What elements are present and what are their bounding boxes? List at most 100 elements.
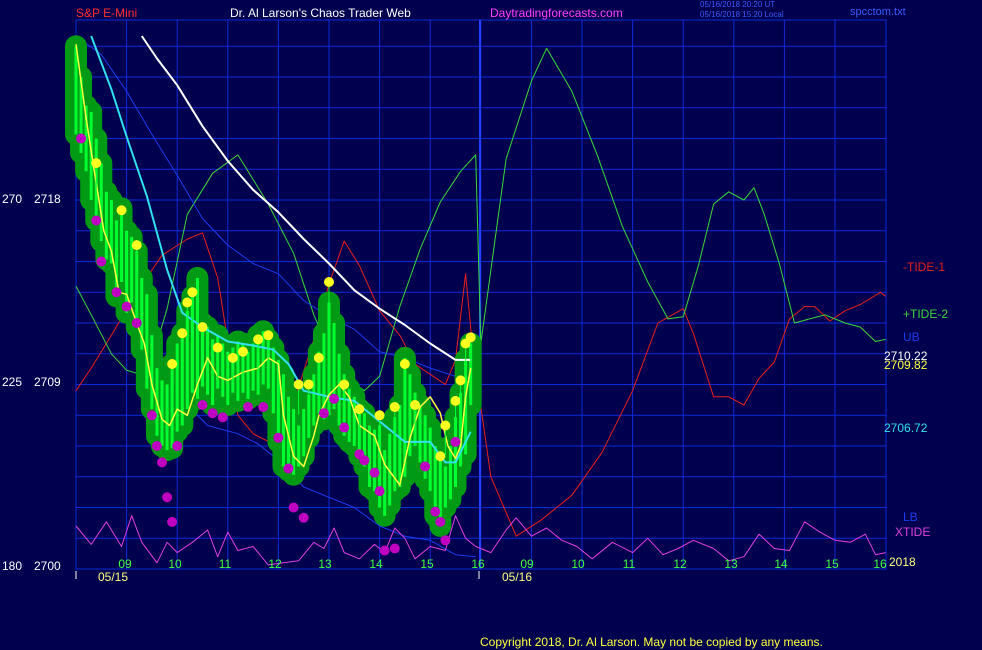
high-pivot-dot xyxy=(131,240,142,251)
low-pivot-dot xyxy=(217,412,228,423)
y-tick-left: 180 xyxy=(2,559,22,573)
date-label: 05/15 xyxy=(98,570,128,584)
y-tick-right: 2718 xyxy=(34,192,61,206)
low-pivot-dot xyxy=(435,516,446,527)
right-series-label: 2709.82 xyxy=(884,358,928,372)
high-pivot-dot xyxy=(182,297,193,308)
low-pivot-dot xyxy=(96,256,107,267)
x-tick-label: 12 xyxy=(673,557,687,571)
high-pivot-dot xyxy=(167,359,178,369)
file-name: spcctom.txt xyxy=(850,6,906,18)
high-pivot-dot xyxy=(339,379,350,390)
high-pivot-dot xyxy=(410,400,421,410)
x-tick-label: 09 xyxy=(118,557,132,571)
low-pivot-dot xyxy=(283,463,294,474)
symbol-label: S&P E-Mini xyxy=(76,6,137,20)
high-pivot-dot xyxy=(465,332,476,343)
low-pivot-dot xyxy=(339,422,350,433)
series-line-ema_fast xyxy=(90,35,472,464)
high-pivot-dot xyxy=(303,379,314,390)
low-pivot-dot xyxy=(440,535,451,546)
low-pivot-dot xyxy=(450,436,461,447)
high-pivot-dot xyxy=(212,342,223,353)
high-pivot-dot xyxy=(253,334,264,345)
low-pivot-dot xyxy=(243,402,254,413)
low-pivot-dot xyxy=(162,492,173,503)
chart-title: Dr. Al Larson's Chaos Trader Web xyxy=(230,6,411,20)
y-tick-left: 270 xyxy=(2,192,22,206)
x-tick-label: 16 xyxy=(471,557,485,571)
high-pivot-dot xyxy=(399,359,410,369)
x-tick-label: 09 xyxy=(520,557,534,571)
high-pivot-dot xyxy=(440,420,451,431)
low-pivot-dot xyxy=(157,457,168,468)
x-tick-label: 13 xyxy=(724,557,738,571)
low-pivot-dot xyxy=(197,400,208,410)
high-pivot-dot xyxy=(91,158,102,169)
x-tick-label: 10 xyxy=(168,557,182,571)
low-pivot-dot xyxy=(420,461,431,472)
x-tick-label: 12 xyxy=(268,557,282,571)
high-pivot-dot xyxy=(450,395,461,406)
timestamp-local: 05/16/2018 15:20 Local xyxy=(700,10,784,19)
low-pivot-dot xyxy=(258,402,269,413)
low-pivot-dot xyxy=(111,287,122,298)
year-label: 2018 xyxy=(889,555,916,569)
low-pivot-dot xyxy=(288,502,299,513)
x-tick-label: 15 xyxy=(420,557,434,571)
svg-text:Daytradingforecasts.com: Daytradingforecasts.com xyxy=(490,6,623,20)
high-pivot-dot xyxy=(374,410,385,421)
high-pivot-dot xyxy=(227,352,238,363)
high-pivot-dot xyxy=(324,277,334,287)
low-pivot-dot xyxy=(151,441,162,451)
low-pivot-dot xyxy=(131,318,142,328)
x-tick-label: 11 xyxy=(219,557,232,571)
timestamp-utc: 05/16/2018 20:20 UT xyxy=(700,0,775,9)
x-tick-label: 14 xyxy=(774,557,788,571)
low-pivot-dot xyxy=(76,133,87,144)
copyright-notice: Copyright 2018, Dr. Al Larson. May not b… xyxy=(480,635,823,649)
high-pivot-dot xyxy=(197,322,208,333)
x-tick-label: 13 xyxy=(318,557,332,571)
date-label: 05/16 xyxy=(502,570,532,584)
series-line-tide1 xyxy=(75,232,886,537)
right-series-label: LB xyxy=(903,510,918,524)
x-tick-label: 16 xyxy=(873,557,887,571)
low-pivot-dot xyxy=(369,467,380,478)
pivot-dots xyxy=(76,133,476,556)
series-line-ema_slow xyxy=(140,35,471,361)
high-pivot-dot xyxy=(354,404,365,415)
low-pivot-dot xyxy=(329,393,340,404)
low-pivot-dot xyxy=(121,301,132,312)
low-pivot-dot xyxy=(273,432,284,443)
right-series-label: UB xyxy=(903,330,920,344)
low-pivot-dot xyxy=(430,506,441,517)
high-pivot-dot xyxy=(116,205,127,216)
y-tick-right: 2700 xyxy=(34,559,61,573)
low-pivot-dot xyxy=(167,516,178,527)
site-link[interactable]: Daytradingforecasts.com xyxy=(490,6,623,20)
x-tick-label: 11 xyxy=(623,557,636,571)
low-pivot-dot xyxy=(172,441,183,451)
axes: 09 10 11 12 13 14 15 16 09 10 11 12 13 14 15 16 05/15 05/… xyxy=(2,192,948,584)
high-pivot-dot xyxy=(237,346,248,357)
right-series-label: 2706.72 xyxy=(884,421,928,435)
high-pivot-dot xyxy=(177,328,188,339)
high-pivot-dot xyxy=(389,402,400,413)
right-series-label: XTIDE xyxy=(895,525,930,539)
right-series-label: 2710.22 xyxy=(884,349,928,363)
high-pivot-dot xyxy=(187,287,198,298)
series-line-tide2 xyxy=(75,47,886,392)
low-pivot-dot xyxy=(379,545,390,556)
high-pivot-dot xyxy=(293,379,304,390)
series-line-xtide xyxy=(75,515,886,566)
right-series-label: +TIDE-2 xyxy=(903,307,948,321)
low-pivot-dot xyxy=(298,512,309,523)
low-pivot-dot xyxy=(146,410,157,421)
low-pivot-dot xyxy=(374,486,385,497)
high-pivot-dot xyxy=(313,352,324,363)
low-pivot-dot xyxy=(389,543,400,554)
high-pivot-dot xyxy=(455,375,466,386)
low-pivot-dot xyxy=(359,455,370,466)
